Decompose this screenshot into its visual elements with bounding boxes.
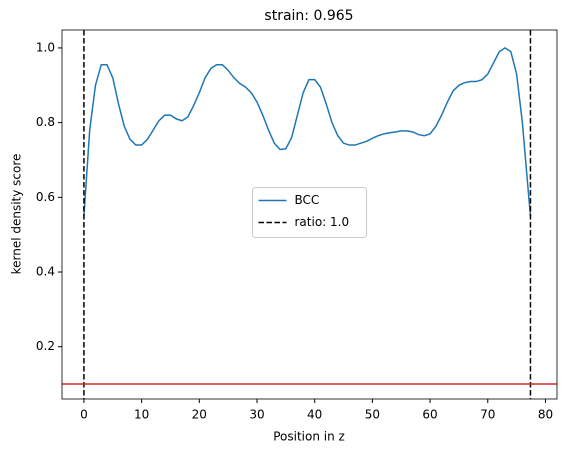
x-tick-label: 0 [80, 408, 88, 422]
x-tick-label: 30 [249, 408, 264, 422]
x-tick-label: 70 [480, 408, 495, 422]
y-tick-label: 0.2 [36, 339, 55, 353]
x-tick-label: 10 [134, 408, 149, 422]
x-tick-label: 50 [365, 408, 380, 422]
legend-label: ratio: 1.0 [295, 215, 350, 229]
x-tick-label: 40 [307, 408, 322, 422]
data-line [83, 47, 532, 217]
x-axis-label: Position in z [273, 430, 345, 444]
chart-title: strain: 0.965 [264, 8, 353, 24]
y-tick-label: 0.4 [36, 265, 55, 279]
plot-frame [61, 29, 558, 400]
legend-label: BCC [295, 193, 320, 207]
x-tick-label: 60 [422, 408, 437, 422]
y-axis-label: kernel density score [10, 154, 24, 275]
y-tick-label: 1.0 [36, 40, 55, 54]
y-tick-label: 0.6 [36, 190, 55, 204]
x-tick-label: 20 [192, 408, 207, 422]
y-tick-label: 0.8 [36, 115, 55, 129]
x-tick-label: 80 [538, 408, 553, 422]
